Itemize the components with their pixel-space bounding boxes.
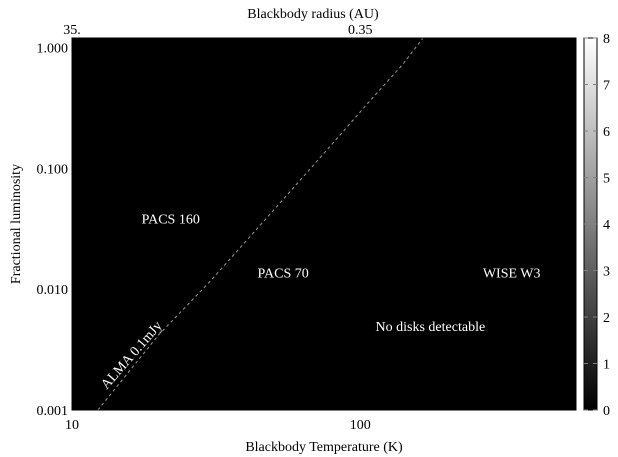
contour-level-0 xyxy=(72,38,576,410)
colorbar-ticks: 0 1 2 3 4 5 6 7 8 xyxy=(584,32,610,419)
top-axis-ticks: 35. 0.35 xyxy=(63,23,372,38)
plot-frame xyxy=(71,37,577,411)
top-tick-label: 35. xyxy=(63,23,81,38)
y-tick-label: 1.000 xyxy=(37,42,69,57)
colorbar-tick-label: 3 xyxy=(603,265,610,280)
annotation-all-disks-detectable: All disks detectable xyxy=(162,65,272,80)
y-tick-label: 0.100 xyxy=(37,162,69,177)
colorbar-tick-label: 8 xyxy=(603,32,610,47)
contour-layer xyxy=(72,38,576,410)
line-layer xyxy=(97,38,424,410)
colorbar: 0 1 2 3 4 5 6 7 8 xyxy=(583,32,610,419)
colorbar-tick-label: 4 xyxy=(603,218,610,233)
y-axis-ticks: 0.001 0.010 0.100 1.000 xyxy=(37,42,576,419)
plot-area xyxy=(71,37,577,411)
y-tick-label: 0.001 xyxy=(37,404,69,419)
top-axis-label: Blackbody radius (AU) xyxy=(247,7,379,22)
top-tick-label: 0.35 xyxy=(348,23,373,38)
colorbar-tick-label: 6 xyxy=(603,125,610,140)
colorbar-tick-label: 0 xyxy=(603,404,610,419)
x-axis-ticks: 10 100 xyxy=(65,38,563,433)
annotation-pacs-160: PACS 160 xyxy=(142,212,200,227)
series-line-alma-0-1mjy xyxy=(97,38,424,410)
colorbar-tick-label: 2 xyxy=(603,311,610,326)
annotation-pacs-70: PACS 70 xyxy=(258,266,309,281)
y-tick-label: 0.010 xyxy=(37,283,69,298)
y-axis-label: Fractional luminosity xyxy=(9,164,24,284)
x-tick-label: 10 xyxy=(65,418,79,433)
colorbar-tick-label: 7 xyxy=(603,79,610,94)
x-tick-label: 100 xyxy=(350,418,371,433)
annotation-wise-w3: WISE W3 xyxy=(483,266,541,281)
annotation-no-disks-detectable: No disks detectable xyxy=(376,320,486,335)
colorbar-tick-label: 1 xyxy=(603,358,610,373)
colorbar-tick-label: 5 xyxy=(603,172,610,187)
x-axis-label: Blackbody Temperature (K) xyxy=(245,440,403,455)
